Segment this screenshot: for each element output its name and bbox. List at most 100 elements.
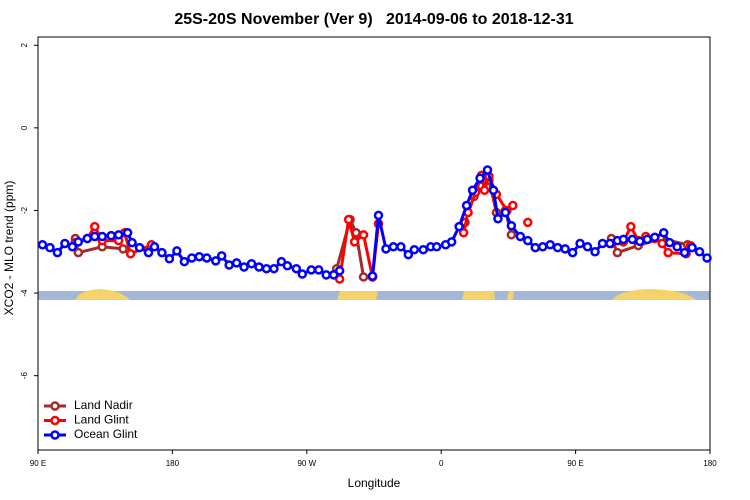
data-point <box>118 244 128 254</box>
data-point <box>82 233 93 244</box>
data-point <box>231 258 242 268</box>
data-point <box>458 228 469 238</box>
data-point <box>694 247 705 257</box>
data-point <box>297 269 308 279</box>
data-point <box>418 244 429 255</box>
data-point <box>358 272 369 282</box>
data-point <box>157 247 167 258</box>
land-strip <box>38 289 710 300</box>
data-point <box>179 256 190 267</box>
legend-marker <box>50 415 60 426</box>
data-point <box>396 242 406 252</box>
data-point <box>45 242 55 253</box>
data-point <box>493 213 503 224</box>
data-point <box>664 237 675 248</box>
data-point <box>381 244 391 254</box>
data-point <box>461 200 472 211</box>
data-point <box>702 253 712 263</box>
data-point <box>663 247 673 258</box>
y-tick-label: -2 <box>20 206 29 214</box>
data-point <box>125 249 136 259</box>
legend-label: Land Nadir <box>74 398 133 412</box>
data-point <box>239 262 249 272</box>
data-point <box>649 232 660 243</box>
x-tick-label: 90 E <box>567 459 583 468</box>
data-point <box>254 262 264 272</box>
data-point <box>506 230 517 240</box>
data-point <box>194 251 205 262</box>
data-point <box>134 242 145 253</box>
data-point <box>216 251 227 261</box>
data-point <box>269 263 279 274</box>
series-line <box>371 166 708 277</box>
data-point <box>334 266 345 276</box>
y-tick-label: 0 <box>20 125 29 130</box>
data-point <box>409 244 420 255</box>
data-point <box>687 242 697 253</box>
data-point <box>282 261 293 271</box>
data-point <box>488 185 499 195</box>
data-point <box>122 228 133 238</box>
data-point <box>246 258 257 269</box>
data-point <box>306 265 317 275</box>
x-tick-label: 90 W <box>297 459 316 468</box>
data-point <box>657 238 667 249</box>
chart-title: 25S-20S November (Ver 9) 2014-09-06 to 2… <box>174 11 573 28</box>
data-point <box>642 234 653 245</box>
data-point <box>545 239 555 250</box>
data-point <box>106 230 116 241</box>
x-tick-label: 180 <box>703 459 717 468</box>
x-tick-label: 180 <box>166 459 180 468</box>
data-point <box>475 173 485 183</box>
data-point <box>349 237 360 247</box>
data-point <box>582 242 593 252</box>
data-point <box>482 165 493 175</box>
y-tick-label: 2 <box>20 42 29 47</box>
data-point <box>590 247 600 257</box>
data-point <box>373 210 384 221</box>
data-point <box>515 231 526 242</box>
data-point <box>276 256 287 267</box>
y-tick-label: -4 <box>20 289 29 297</box>
data-point <box>567 247 578 258</box>
x-tick-label: 0 <box>439 459 444 468</box>
data-point <box>627 234 638 245</box>
legend-marker <box>50 430 60 440</box>
data-point <box>454 221 464 232</box>
data-point <box>506 220 517 231</box>
x-axis-label: Longitude <box>348 476 401 490</box>
data-point <box>431 242 442 252</box>
data-point <box>658 228 669 238</box>
data-point <box>334 274 345 284</box>
y-axis-label: XCO2 - MLO trend (ppm) <box>2 181 16 316</box>
data-point <box>89 231 100 242</box>
data-point <box>530 242 541 253</box>
data-point <box>597 238 608 249</box>
data-point <box>52 247 63 258</box>
data-point <box>552 242 563 253</box>
data-point <box>446 237 457 247</box>
data-point <box>575 238 585 249</box>
data-point <box>224 260 234 270</box>
data-point <box>612 247 623 258</box>
data-point <box>210 256 221 266</box>
data-point <box>343 214 354 225</box>
data-point <box>605 238 615 249</box>
data-point <box>479 185 490 195</box>
data-point <box>149 242 160 252</box>
data-point <box>672 242 682 252</box>
data-point <box>37 239 48 250</box>
data-point <box>291 263 302 274</box>
y-tick-label: -6 <box>20 372 29 380</box>
data-point <box>367 271 378 281</box>
data-point <box>508 200 518 211</box>
data-point <box>626 221 636 232</box>
data-point <box>97 231 107 242</box>
data-point <box>403 249 414 260</box>
data-point <box>143 247 154 258</box>
data-point <box>635 236 645 247</box>
data-point <box>321 270 331 280</box>
data-point <box>60 238 70 249</box>
legend-marker <box>50 401 60 411</box>
